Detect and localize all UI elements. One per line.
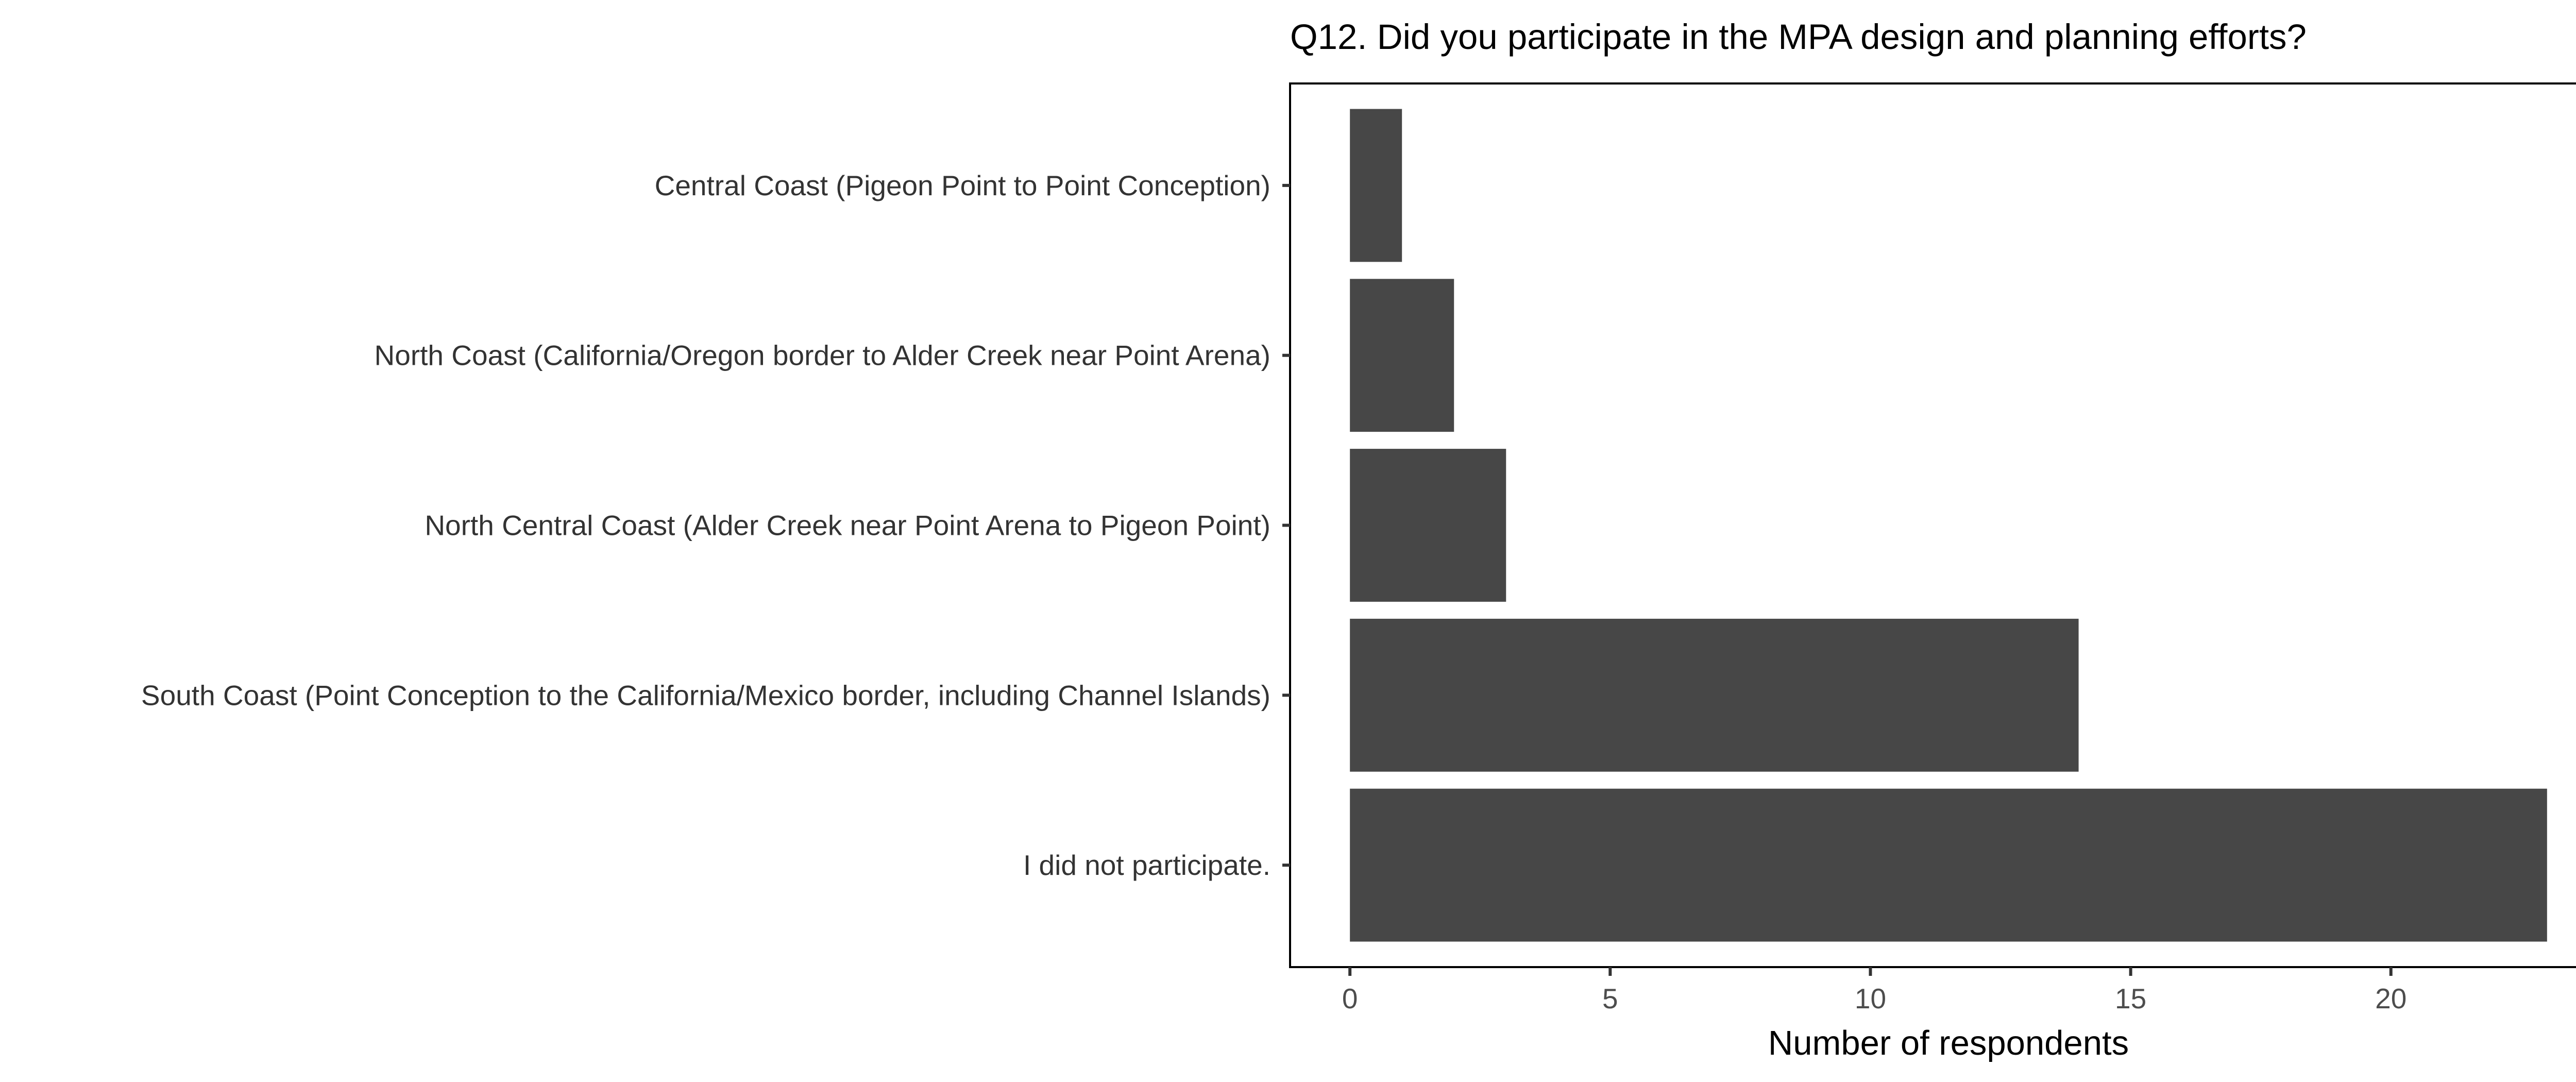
x-tick-label-2: 10 (1855, 983, 1886, 1015)
bars-layer (1350, 109, 2547, 942)
y-axis: Central Coast (Pigeon Point to Point Con… (141, 170, 1290, 881)
y-tick-label-0: Central Coast (Pigeon Point to Point Con… (655, 170, 1270, 201)
y-tick-label-2: North Central Coast (Alder Creek near Po… (425, 510, 1270, 542)
bar-4 (1350, 788, 2547, 942)
x-tick-label-3: 15 (2115, 983, 2146, 1015)
bar-3 (1350, 618, 2079, 772)
x-axis-title: Number of respondents (1768, 1024, 2129, 1062)
x-axis: 0 5 10 15 20 (1342, 967, 2406, 1015)
chart-title: Q12. Did you participate in the MPA desi… (1290, 17, 2307, 57)
bar-1 (1350, 279, 1454, 432)
y-tick-label-3: South Coast (Point Conception to the Cal… (141, 679, 1270, 711)
x-tick-label-0: 0 (1342, 983, 1358, 1015)
x-tick-label-4: 20 (2375, 983, 2406, 1015)
x-tick-label-1: 5 (1602, 983, 1618, 1015)
y-tick-label-4: I did not participate. (1023, 849, 1270, 881)
y-tick-label-1: North Coast (California/Oregon border to… (375, 340, 1270, 371)
bar-0 (1350, 109, 1402, 262)
bar-2 (1350, 449, 1506, 602)
